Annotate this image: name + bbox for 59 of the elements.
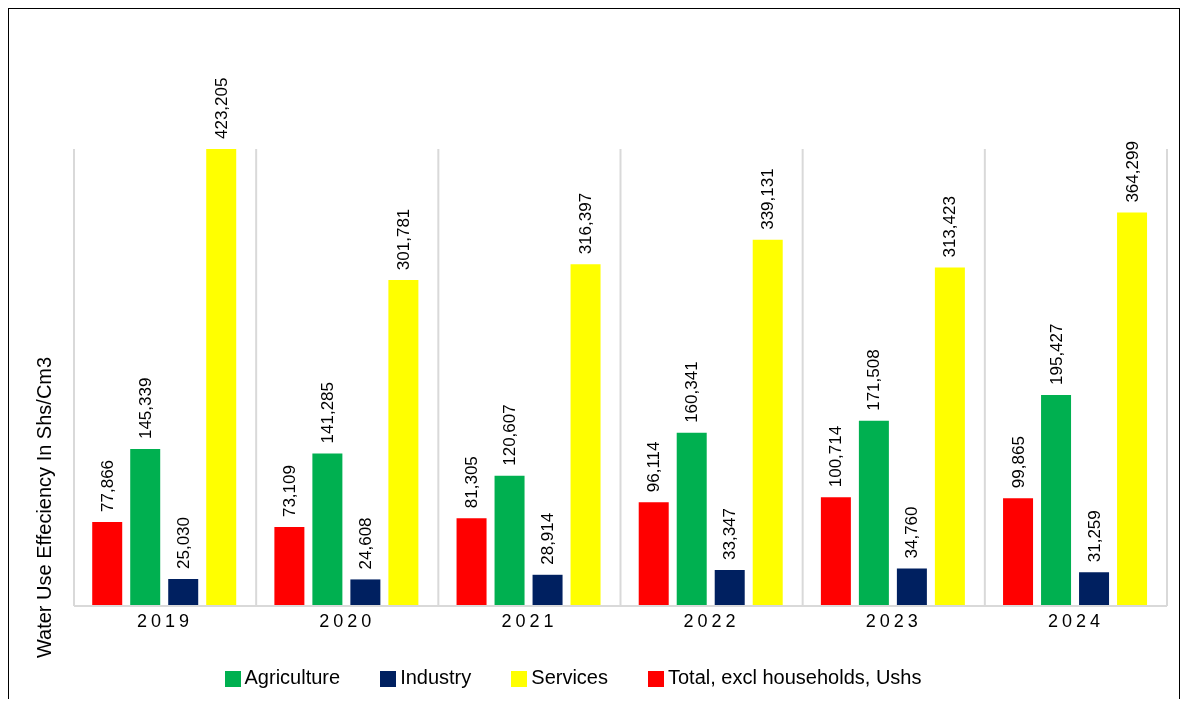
data-label: 100,714 xyxy=(826,425,846,488)
data-label: 195,427 xyxy=(1046,323,1066,385)
data-label: 301,781 xyxy=(393,208,413,271)
bar xyxy=(934,267,965,606)
x-tick-label: 2021 xyxy=(501,610,558,631)
data-label: 423,205 xyxy=(211,77,231,139)
bar xyxy=(676,432,707,606)
data-label: 77,866 xyxy=(97,459,117,512)
bar xyxy=(274,527,305,606)
legend-label: Agriculture xyxy=(244,666,341,688)
data-label: 31,259 xyxy=(1084,510,1104,563)
data-label: 34,760 xyxy=(902,506,922,559)
bar xyxy=(714,569,745,606)
bar xyxy=(494,475,525,606)
y-axis-title: Water Use Effeciency In Shs/Cm3 xyxy=(33,356,56,659)
bar xyxy=(638,502,669,606)
data-label: 364,299 xyxy=(1122,141,1142,203)
bar xyxy=(350,579,381,606)
data-label: 171,508 xyxy=(864,349,884,411)
bar xyxy=(456,518,487,606)
bar xyxy=(1041,394,1072,606)
legend-label: Services xyxy=(531,666,608,688)
bar xyxy=(1117,212,1148,606)
x-tick-label: 2019 xyxy=(137,610,194,631)
data-label: 313,423 xyxy=(940,196,960,258)
data-label: 99,865 xyxy=(1008,436,1028,489)
data-label: 28,914 xyxy=(538,512,558,565)
bar xyxy=(1003,498,1034,606)
bar xyxy=(858,420,889,606)
bar xyxy=(570,264,601,606)
x-tick-label: 2024 xyxy=(1047,610,1104,631)
bar xyxy=(1079,572,1110,606)
x-tick-label: 2022 xyxy=(683,610,740,631)
data-label: 316,397 xyxy=(576,192,596,255)
bar xyxy=(896,568,927,606)
data-label: 141,285 xyxy=(317,381,337,444)
x-tick-label: 2020 xyxy=(319,610,376,631)
data-label: 73,109 xyxy=(279,465,299,518)
bar xyxy=(312,453,343,606)
legend-label: Industry xyxy=(400,666,472,688)
data-label: 339,131 xyxy=(758,168,778,230)
data-label: 96,114 xyxy=(644,441,664,493)
bar xyxy=(532,574,563,606)
legend-label: Total, excl households, Ushs xyxy=(668,666,922,688)
bar xyxy=(92,521,123,606)
bar xyxy=(752,239,783,606)
data-label: 145,339 xyxy=(135,377,155,440)
bar xyxy=(206,149,237,606)
data-label: 25,030 xyxy=(173,516,193,569)
x-tick-label: 2023 xyxy=(865,610,922,631)
data-label: 120,607 xyxy=(500,404,520,466)
bar xyxy=(130,449,161,606)
data-label: 33,347 xyxy=(720,507,740,560)
data-label: 160,341 xyxy=(682,361,702,423)
bar xyxy=(388,280,419,606)
data-label: 24,608 xyxy=(355,517,375,570)
bar xyxy=(168,578,199,606)
bar xyxy=(820,497,851,606)
data-label: 81,305 xyxy=(462,456,482,509)
